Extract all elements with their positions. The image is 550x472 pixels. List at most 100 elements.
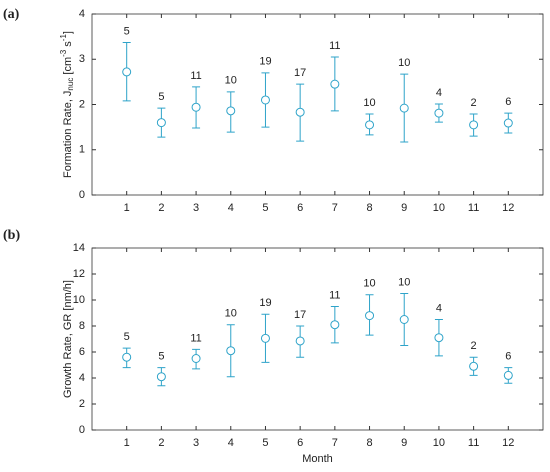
point	[469, 120, 479, 130]
count-label: 10	[363, 97, 375, 109]
x-axis-label: Month	[302, 453, 333, 465]
y-axis-label-part: Formation Rate, J	[62, 91, 74, 178]
count-label: 10	[398, 276, 410, 288]
count-label: 5	[158, 351, 164, 363]
x-tick-label: 7	[332, 437, 338, 449]
count-label: 19	[259, 56, 271, 68]
point	[156, 372, 166, 382]
x-tick-label: 2	[158, 202, 164, 214]
y-axis-label-part: nuc	[66, 78, 75, 91]
count-label: 5	[124, 25, 130, 37]
y-tick-label: 14	[73, 242, 85, 254]
point	[330, 320, 340, 330]
count-label: 2	[471, 340, 477, 352]
point	[365, 120, 375, 130]
point	[330, 79, 340, 89]
count-label: 11	[329, 40, 340, 52]
point	[226, 346, 236, 356]
count-label: 10	[363, 278, 375, 290]
y-tick-label: 3	[79, 53, 85, 65]
x-tick-label: 3	[193, 202, 199, 214]
count-label: 5	[124, 331, 130, 343]
point	[260, 333, 270, 343]
x-tick-label: 6	[297, 437, 303, 449]
x-tick-label: 12	[502, 202, 514, 214]
y-axis-label-part: Growth Rate, GR [nm/h]	[62, 280, 74, 398]
y-axis-label-part: -1	[59, 34, 68, 42]
count-label: 4	[436, 87, 442, 99]
count-label: 10	[225, 308, 237, 320]
y-tick-label: 4	[79, 8, 85, 20]
count-label: 6	[505, 351, 511, 363]
point	[260, 95, 270, 105]
count-label: 19	[259, 297, 271, 309]
point	[122, 67, 132, 77]
y-tick-label: 4	[79, 372, 85, 384]
point	[122, 352, 132, 362]
point	[434, 108, 444, 118]
y-tick-label: 8	[79, 320, 85, 332]
point	[399, 103, 409, 113]
count-label: 11	[190, 70, 201, 82]
count-label: 10	[398, 57, 410, 69]
y-tick-label: 1	[79, 144, 85, 156]
point	[503, 370, 513, 380]
x-tick-label: 4	[228, 202, 234, 214]
y-tick-label: 2	[79, 398, 85, 410]
point	[295, 107, 305, 117]
x-tick-label: 10	[433, 437, 445, 449]
count-label: 17	[294, 309, 306, 321]
x-tick-label: 11	[468, 437, 479, 449]
x-tick-label: 10	[433, 202, 445, 214]
x-tick-label: 11	[468, 202, 479, 214]
point	[191, 102, 201, 112]
count-label: 11	[190, 332, 201, 344]
x-tick-label: 9	[401, 437, 407, 449]
x-tick-label: 8	[366, 202, 372, 214]
panel-label: (a)	[3, 7, 20, 22]
x-tick-label: 1	[124, 437, 130, 449]
x-tick-label: 6	[297, 202, 303, 214]
count-label: 4	[436, 302, 442, 314]
point	[156, 118, 166, 128]
count-label: 6	[505, 96, 511, 108]
point	[191, 354, 201, 363]
x-tick-label: 2	[158, 437, 164, 449]
x-tick-label: 3	[193, 437, 199, 449]
y-tick-label: 0	[79, 189, 85, 201]
x-tick-label: 1	[124, 202, 130, 214]
count-label: 10	[225, 75, 237, 87]
x-tick-label: 5	[262, 202, 268, 214]
point	[399, 315, 409, 324]
x-tick-label: 9	[401, 202, 407, 214]
y-tick-label: 6	[79, 346, 85, 358]
count-label: 17	[294, 67, 306, 79]
count-label: 11	[329, 289, 340, 301]
panel-label: (b)	[3, 228, 20, 243]
point	[295, 336, 305, 346]
count-label: 5	[158, 91, 164, 103]
point	[365, 311, 375, 321]
x-tick-label: 4	[228, 437, 234, 449]
y-tick-label: 10	[73, 294, 85, 306]
plot-frame	[91, 247, 544, 431]
x-tick-label: 7	[332, 202, 338, 214]
y-tick-label: 0	[79, 424, 85, 436]
x-tick-label: 8	[366, 437, 372, 449]
x-tick-label: 5	[262, 437, 268, 449]
count-label: 2	[471, 97, 477, 109]
point	[503, 118, 513, 128]
y-axis-label: Formation Rate, Jnuc [cm-3 s-1]	[59, 31, 75, 178]
point	[434, 333, 444, 343]
point	[469, 361, 479, 371]
y-tick-label: 12	[73, 268, 85, 280]
y-axis-label-part: -3	[59, 49, 68, 57]
y-axis-label-part: [cm	[62, 57, 74, 78]
y-axis-label-part: s	[62, 41, 74, 50]
y-tick-label: 2	[79, 98, 85, 110]
point	[226, 106, 236, 116]
y-axis-label: Growth Rate, GR [nm/h]	[62, 280, 74, 398]
x-tick-label: 12	[502, 437, 514, 449]
y-axis-label-part: ]	[62, 31, 74, 34]
